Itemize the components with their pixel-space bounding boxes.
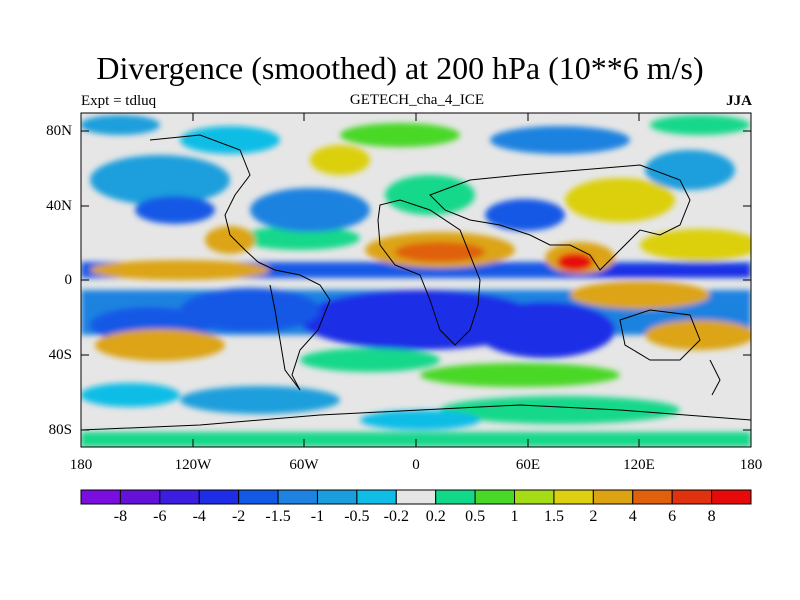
colorbar-label: -6 [153,508,167,525]
y-tick-label: 0 [64,272,73,288]
colorbar-swatch [80,489,121,505]
colorbar-swatch [119,489,161,505]
plot-subtitle: GETECH_cha_4_ICE [349,92,485,108]
colorbar-swatch [671,489,713,505]
plot-title: Divergence (smoothed) at 200 hPa (10**6 … [96,50,704,86]
x-tick-label: 120W [174,457,212,473]
colorbar-swatch [514,489,555,505]
colorbar-label: 0.5 [465,508,486,525]
colorbar-label: -1 [310,508,325,525]
colorbar-swatch [553,489,594,505]
colorbar-swatch [632,489,673,505]
colorbar-label: 1.5 [543,508,564,525]
colorbar-swatch [356,489,397,505]
season-label: JJA [726,93,752,109]
colorbar-swatch [592,489,634,505]
colorbar-label: 4 [628,508,637,525]
colorbar-label: 6 [668,508,677,525]
colorbar-label: -0.2 [383,508,409,525]
axis-ticks [81,113,751,447]
divergence-field [81,113,751,447]
x-tick-label: 120E [623,457,655,473]
colorbar-label: 2 [589,508,598,525]
x-tick-label: 180 [69,457,93,473]
colorbar-swatch [159,489,200,505]
colorbar-swatch [711,489,752,505]
colorbar-swatch [435,489,476,505]
colorbar-label: -0.5 [344,508,370,525]
colorbar-swatch [316,489,358,505]
y-tick-label: 40N [46,198,72,214]
y-tick-label: 80N [46,123,72,139]
colorbar-swatch [198,489,240,505]
colorbar-label: -4 [192,508,206,525]
colorbar-swatch [277,489,318,505]
colorbar-swatch [395,489,437,505]
colorbar-label: 8 [707,508,716,525]
coastlines [81,134,751,431]
x-tick-label: 180 [739,457,763,473]
y-tick-label: 80S [48,422,72,438]
colorbar-label: 1 [510,508,519,525]
x-tick-label: 0 [412,457,420,473]
colorbar [80,489,752,505]
colorbar-label: -8 [113,508,128,525]
colorbar-swatch [238,489,279,505]
x-tick-label: 60W [289,457,319,473]
colorbar-label: 0.2 [425,508,446,525]
x-tick-label: 60E [515,457,541,473]
colorbar-label: -2 [231,508,246,525]
colorbar-label: -1.5 [265,508,291,525]
y-tick-label: 40S [48,347,72,363]
experiment-label: Expt = tdluq [81,93,157,109]
colorbar-swatch [474,489,516,505]
